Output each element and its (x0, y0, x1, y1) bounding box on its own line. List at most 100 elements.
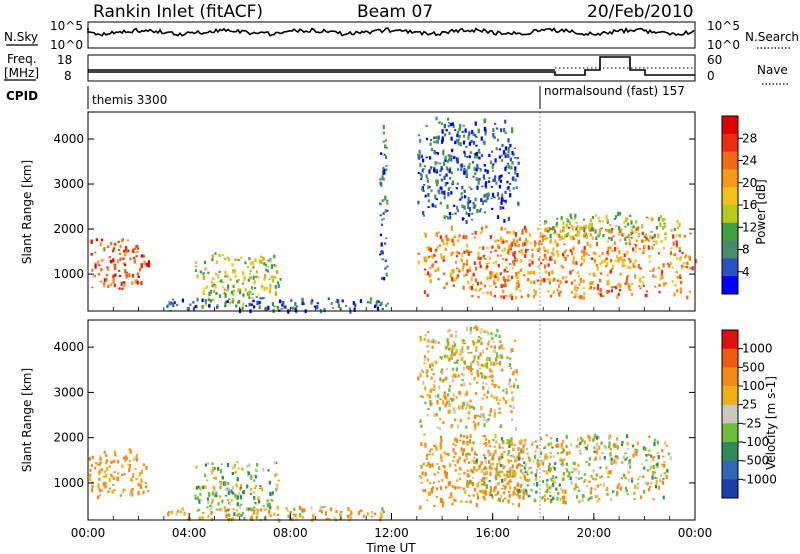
echo-cell (490, 186, 493, 188)
echo-cell (310, 301, 313, 305)
echo-cell (606, 262, 609, 267)
echo-cell (506, 251, 509, 255)
echo-cell (458, 134, 461, 138)
echo-cell (463, 366, 466, 371)
echo-cell (454, 278, 457, 282)
echo-cell (658, 478, 661, 483)
echo-cell (562, 266, 565, 269)
echo-cell (627, 233, 630, 238)
echo-cell (484, 118, 487, 123)
echo-cell (530, 488, 533, 492)
echo-cell (425, 174, 428, 178)
echo-cell (469, 479, 472, 484)
echo-cell (659, 222, 662, 225)
echo-cell (462, 487, 465, 490)
echo-cell (203, 287, 206, 290)
echo-cell (440, 167, 443, 171)
echo-cell (477, 415, 480, 417)
echo-cell (439, 442, 442, 447)
echo-cell (125, 455, 128, 459)
echo-cell (385, 155, 388, 159)
echo-cell (605, 445, 608, 450)
echo-cell (511, 464, 514, 469)
echo-cell (282, 301, 285, 305)
echo-cell (208, 298, 211, 301)
echo-cell (204, 463, 207, 467)
echo-cell (595, 241, 599, 247)
echo-cell (419, 335, 422, 338)
echo-cell (114, 242, 117, 246)
echo-cell (518, 462, 521, 467)
echo-cell (652, 464, 655, 470)
echo-cell (120, 281, 123, 287)
echo-cell (477, 167, 480, 170)
echo-cell (248, 463, 251, 468)
echo-cell (426, 478, 429, 482)
echo-cell (186, 306, 189, 311)
echo-cell (473, 206, 476, 210)
echo-cell (655, 479, 658, 485)
echo-cell (124, 458, 127, 462)
echo-cell (471, 161, 474, 164)
echo-cell (573, 279, 576, 282)
echo-cell (248, 273, 252, 275)
echo-cell (487, 418, 490, 422)
echo-cell (140, 263, 143, 268)
echo-cell (450, 424, 454, 427)
echo-cell (250, 286, 253, 289)
echo-cell (128, 467, 131, 473)
echo-cell (643, 239, 646, 243)
echo-cell (460, 372, 464, 376)
echo-cell (426, 499, 429, 502)
echo-cell (452, 180, 455, 185)
echo-cell (568, 471, 571, 475)
echo-cell (593, 258, 596, 260)
echo-cell (473, 327, 476, 329)
echo-cell (488, 153, 491, 157)
echo-cell (242, 271, 245, 276)
echo-cell (550, 498, 553, 502)
echo-cell (670, 247, 673, 250)
echo-cell (463, 459, 466, 463)
echo-cell (583, 292, 586, 296)
echo-cell (642, 249, 645, 255)
echo-cell (535, 481, 539, 486)
echo-cell (556, 496, 559, 501)
echo-cell (592, 272, 595, 277)
echo-cell (505, 388, 508, 391)
echo-cell (572, 260, 575, 265)
echo-cell (216, 306, 219, 309)
echo-cell (509, 385, 512, 388)
echo-cell (546, 249, 549, 254)
echo-cell (654, 276, 657, 278)
echo-cell (477, 495, 480, 500)
echo-cell (224, 293, 227, 298)
echo-cell (475, 454, 478, 456)
echo-cell (501, 464, 504, 467)
echo-cell (419, 172, 422, 176)
echo-cell (168, 301, 171, 306)
echo-cell (237, 279, 240, 282)
echo-cell (256, 513, 259, 516)
echo-cell (509, 183, 512, 185)
echo-cell (442, 241, 445, 245)
echo-cell (525, 479, 528, 482)
echo-cell (97, 495, 100, 500)
echo-cell (460, 192, 463, 196)
echo-cell (477, 148, 480, 154)
echo-cell (621, 233, 624, 237)
echo-cell (500, 285, 503, 289)
echo-cell (532, 294, 535, 299)
echo-cell (194, 265, 197, 268)
echo-cell (277, 479, 280, 482)
echo-cell (476, 164, 479, 168)
echo-cell (676, 289, 679, 293)
echo-cell (128, 460, 132, 463)
echo-cell (481, 489, 484, 494)
echo-cell (131, 487, 134, 491)
echo-cell (506, 278, 509, 282)
echo-cell (617, 282, 621, 287)
echo-cell (661, 481, 665, 485)
echo-cell (651, 475, 654, 480)
